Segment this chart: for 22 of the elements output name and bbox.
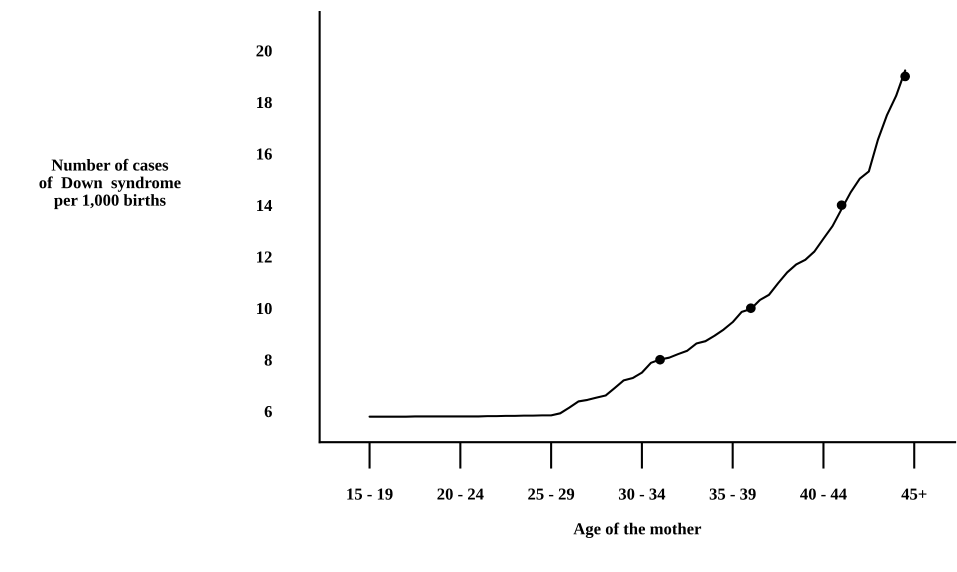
x-tick-label: 45+ bbox=[901, 488, 926, 500]
y-tick-label: 20 bbox=[256, 45, 272, 57]
point bbox=[746, 303, 756, 314]
x-tick-label: 35 - 39 bbox=[710, 488, 756, 500]
y-tick-label: 12 bbox=[257, 251, 272, 262]
y-tick-label: 14 bbox=[257, 200, 272, 211]
x-axis-title: Age of the mother bbox=[573, 522, 702, 538]
point bbox=[836, 200, 846, 210]
x-tick-label: 15 - 19 bbox=[347, 488, 393, 500]
x-tick-label: 40 - 44 bbox=[800, 488, 847, 500]
point bbox=[900, 72, 910, 82]
x-tick-label: 25 - 29 bbox=[528, 488, 574, 500]
y-tick-label: 16 bbox=[257, 148, 272, 160]
y-axis-title: Number of cases of Down syndrome per 1,000 births bbox=[39, 158, 181, 210]
point bbox=[655, 354, 665, 365]
y-tick-label: 6 bbox=[264, 406, 272, 418]
y-tick-label: 8 bbox=[264, 354, 272, 366]
x-tick-label: 20 - 24 bbox=[437, 488, 484, 500]
y-tick-label: 10 bbox=[257, 302, 272, 314]
line-series bbox=[368, 69, 906, 418]
x-tick-label: 30 - 34 bbox=[618, 488, 666, 500]
y-tick-label: 18 bbox=[257, 96, 272, 108]
